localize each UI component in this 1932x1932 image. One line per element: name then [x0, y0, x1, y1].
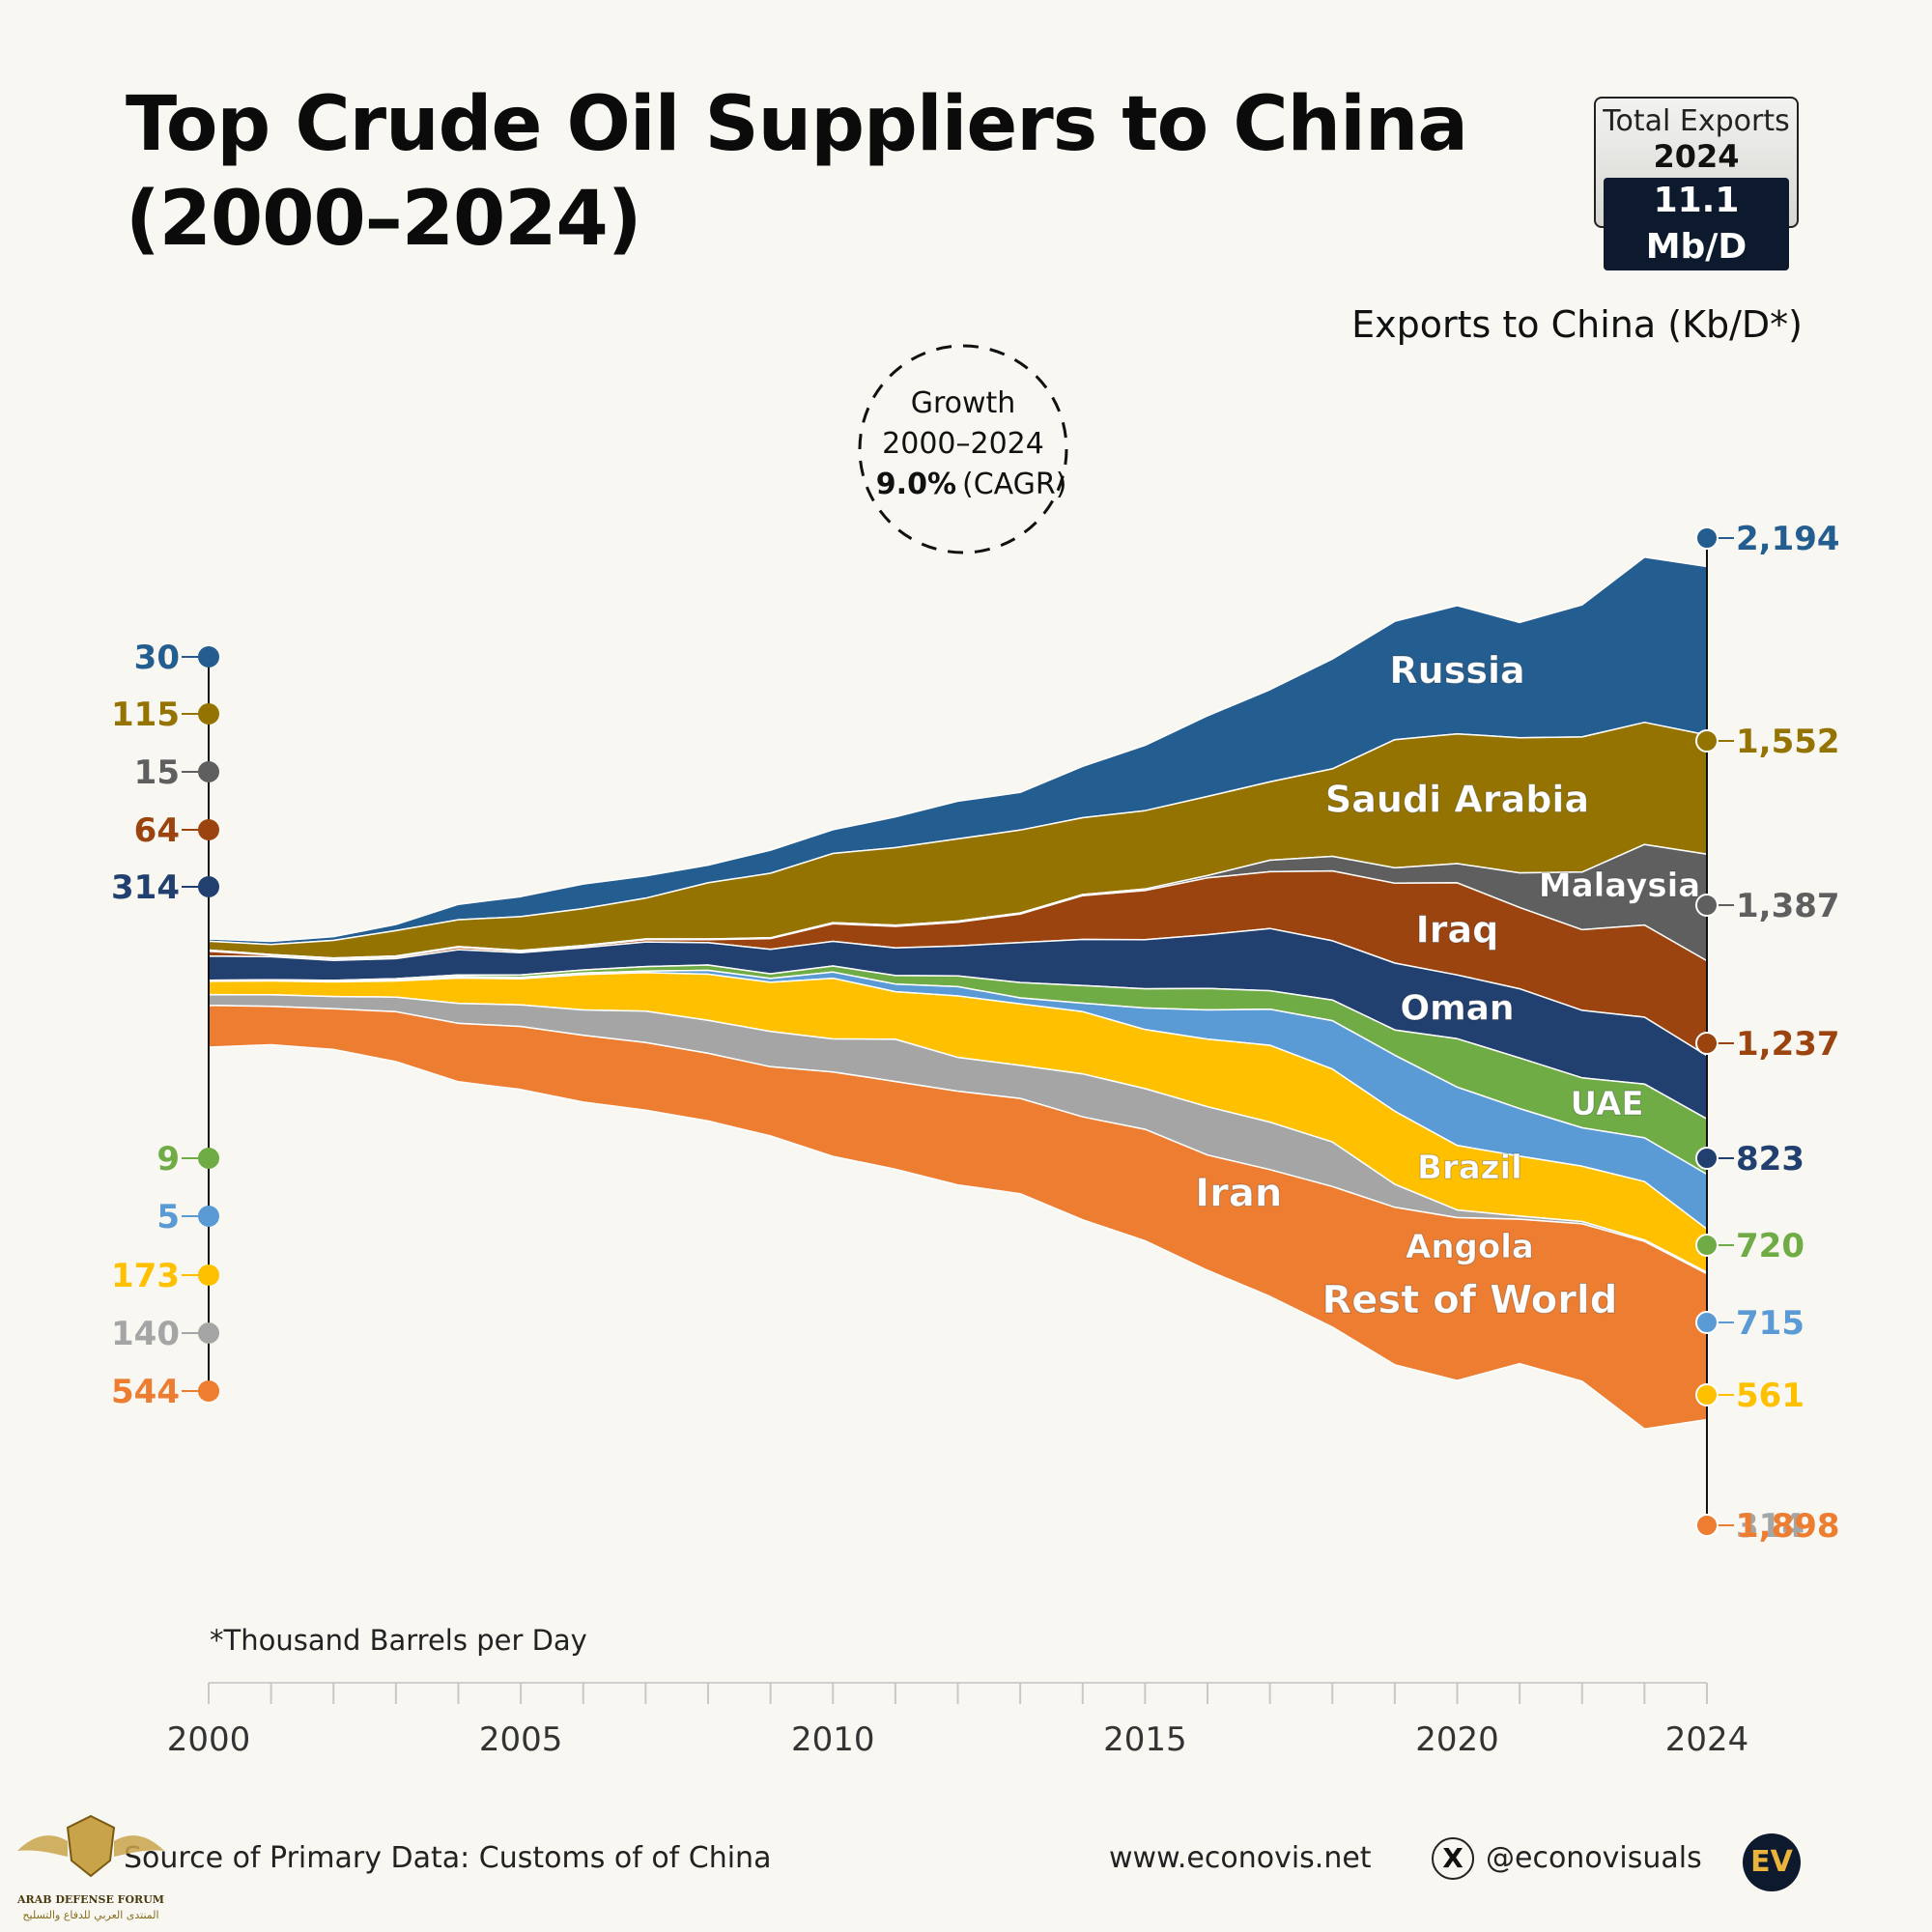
series-label-saudi-arabia: Saudi Arabia [1325, 779, 1589, 821]
start-dot-angola [198, 1264, 219, 1286]
end-dot-rest-of-world [1695, 1514, 1719, 1537]
right-wing-icon [114, 1835, 164, 1857]
start-dot-brazil [198, 1206, 219, 1227]
chart-title: Top Crude Oil Suppliers to China (2000–2… [126, 77, 1468, 267]
end-label-iran: 314 [1736, 1507, 1804, 1546]
end-dot-iraq [1695, 1032, 1719, 1055]
end-dot-angola [1695, 1383, 1719, 1406]
total-exports-year: 2024 [1653, 138, 1740, 175]
start-dot-rest-of-world [198, 1380, 219, 1402]
series-label-iran: Iran [1195, 1171, 1282, 1215]
series-label-malaysia: Malaysia [1539, 867, 1700, 905]
total-exports-value: 11.1 Mb/D [1604, 178, 1789, 270]
end-label-saudi-arabia: 1,552 [1736, 723, 1840, 761]
end-dot-uae [1695, 1234, 1719, 1257]
start-label-russia: 30 [134, 639, 180, 677]
start-label-malaysia: 15 [134, 753, 180, 792]
end-label-oman: 823 [1736, 1140, 1804, 1179]
axis-title: Exports to China (Kb/D*) [1351, 303, 1803, 346]
growth-period: 2000–2024 [882, 427, 1044, 461]
growth-metric: (CAGR) [962, 468, 1066, 501]
end-dot-malaysia [1695, 894, 1719, 917]
end-label-angola: 561 [1736, 1377, 1804, 1415]
source-credit: Source of Primary Data: Customs of of Ch… [124, 1841, 772, 1875]
start-label-oman: 314 [111, 868, 180, 907]
start-dot-iraq [198, 819, 219, 840]
forum-logo-en: ARAB DEFENSE FORUM [16, 1893, 164, 1906]
growth-badge: Growth 2000–2024 9.0% (CAGR) [858, 344, 1068, 554]
start-dot-uae [198, 1148, 219, 1169]
end-label-malaysia: 1,387 [1736, 887, 1840, 925]
value-markers: 30 115 15 64 314 9 5 173 140 544 2,194 1,552 1,387 1,… [111, 520, 1840, 1546]
end-label-uae: 720 [1736, 1227, 1804, 1265]
start-label-brazil: 5 [156, 1198, 180, 1236]
series-label-angola: Angola [1406, 1228, 1534, 1266]
website-link[interactable]: www.econovis.net [1109, 1841, 1372, 1875]
end-dot-saudi-arabia [1695, 729, 1719, 753]
end-label-brazil: 715 [1736, 1304, 1804, 1343]
end-dot-russia [1695, 526, 1719, 550]
series-label-brazil: Brazil [1417, 1149, 1522, 1187]
total-exports-label: Total Exports [1603, 104, 1790, 138]
forum-logo-ar: المنتدى العربي للدفاع والتسليح [22, 1909, 158, 1921]
start-label-iran: 140 [111, 1315, 180, 1353]
series-label-uae: UAE [1571, 1085, 1644, 1123]
x-tick-label: 2010 [791, 1720, 875, 1759]
growth-label: Growth [911, 386, 1016, 420]
x-tick-label: 2020 [1415, 1720, 1499, 1759]
social-handle[interactable]: @econovisuals [1486, 1841, 1702, 1875]
start-label-iraq: 64 [134, 811, 180, 850]
x-tick-label: 2024 [1665, 1720, 1749, 1759]
x-tick-label: 2005 [479, 1720, 563, 1759]
start-dot-oman [198, 876, 219, 897]
start-label-rest-of-world: 544 [111, 1373, 180, 1411]
start-label-uae: 9 [156, 1140, 180, 1179]
x-tick-label: 2000 [167, 1720, 251, 1759]
x-tick-label: 2015 [1103, 1720, 1187, 1759]
series-label-russia: Russia [1389, 649, 1524, 692]
total-exports-box: Total Exports 2024 11.1 Mb/D [1594, 97, 1799, 270]
left-wing-icon [17, 1835, 68, 1857]
growth-rate: 9.0% [876, 468, 956, 501]
chart-title-line-2: (2000–2024) [126, 176, 641, 263]
end-dot-oman [1695, 1147, 1719, 1170]
start-dot-russia [198, 646, 219, 668]
start-dot-malaysia [198, 761, 219, 782]
start-dot-saudi-arabia [198, 703, 219, 724]
start-label-saudi-arabia: 115 [111, 696, 180, 734]
x-logo-icon[interactable]: X [1432, 1837, 1474, 1880]
start-dot-iran [198, 1322, 219, 1344]
x-axis: 2000 2005 2010 2015 2020 2024 [167, 1682, 1749, 1759]
end-label-iraq: 1,237 [1736, 1025, 1840, 1064]
arab-defense-forum-logo: ARAB DEFENSE FORUM المنتدى العربي للدفاع… [16, 1814, 164, 1921]
series-labels: Russia Saudi Arabia Malaysia Iraq Oman UAE Bra… [1195, 648, 1701, 1322]
end-label-russia: 2,194 [1736, 520, 1840, 558]
series-label-rest-of-world: Rest of World [1322, 1278, 1618, 1322]
start-label-angola: 173 [111, 1257, 180, 1295]
end-label-rest-of-world: 1,898 [1736, 1507, 1840, 1546]
growth-circle [858, 344, 1068, 554]
series-label-oman: Oman [1400, 988, 1514, 1028]
ev-logo: EV [1743, 1833, 1801, 1891]
shield-icon [66, 1814, 116, 1878]
end-dot-brazil [1695, 1311, 1719, 1334]
chart-title-line-1: Top Crude Oil Suppliers to China [126, 81, 1468, 168]
footnote: *Thousand Barrels per Day [210, 1624, 587, 1657]
series-label-iraq: Iraq [1416, 908, 1499, 951]
